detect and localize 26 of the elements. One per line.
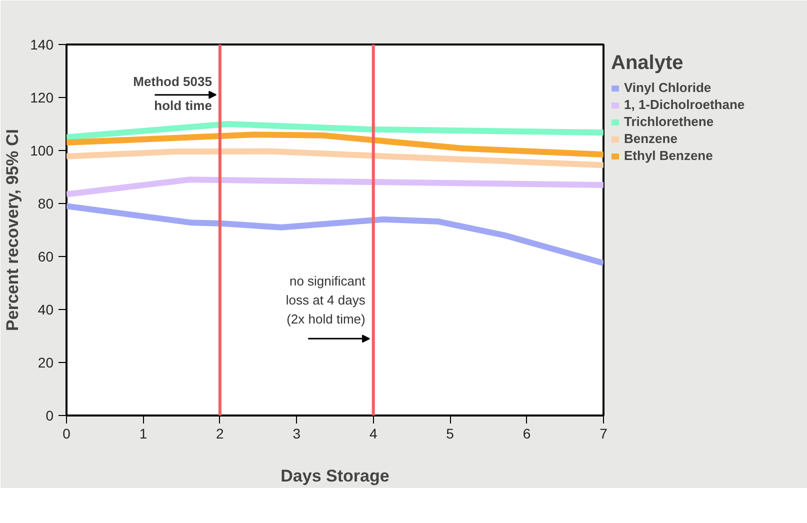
- x-tick-label: 7: [600, 426, 608, 442]
- x-tick-label: 1: [139, 426, 148, 442]
- legend-title: Analyte: [611, 52, 684, 75]
- x-tick-label: 4: [369, 426, 378, 442]
- x-tick-label: 5: [446, 426, 454, 442]
- annotation: no significant loss at 4 days (2x hold time): [286, 274, 366, 327]
- y-tick-label: 40: [38, 302, 54, 318]
- x-tick-label: 6: [522, 426, 531, 442]
- y-tick-label: 80: [38, 196, 54, 212]
- x-tick-label: 0: [62, 426, 71, 442]
- y-tick-label: 20: [38, 354, 54, 370]
- y-tick-label: 120: [30, 90, 54, 106]
- x-tick-label: 2: [216, 426, 224, 442]
- y-tick-label: 60: [38, 248, 54, 264]
- x-axis-title: Days Storage: [280, 466, 390, 486]
- x-tick-label: 3: [292, 426, 301, 442]
- legend-label: Ethyl Benzene: [624, 148, 713, 163]
- y-tick-label: 0: [46, 408, 54, 424]
- annotation: Method 5035 hold time: [133, 74, 212, 113]
- legend-label: Vinyl Chloride: [624, 80, 712, 95]
- y-tick-label: 100: [30, 142, 54, 158]
- legend-label: Benzene: [624, 131, 678, 146]
- y-axis-title: Percent recovery, 95% CI: [3, 129, 22, 331]
- legend-label: Trichlorethene: [624, 114, 714, 129]
- y-tick-label: 140: [30, 36, 54, 52]
- legend-label: 1, 1-Dicholroethane: [624, 97, 745, 112]
